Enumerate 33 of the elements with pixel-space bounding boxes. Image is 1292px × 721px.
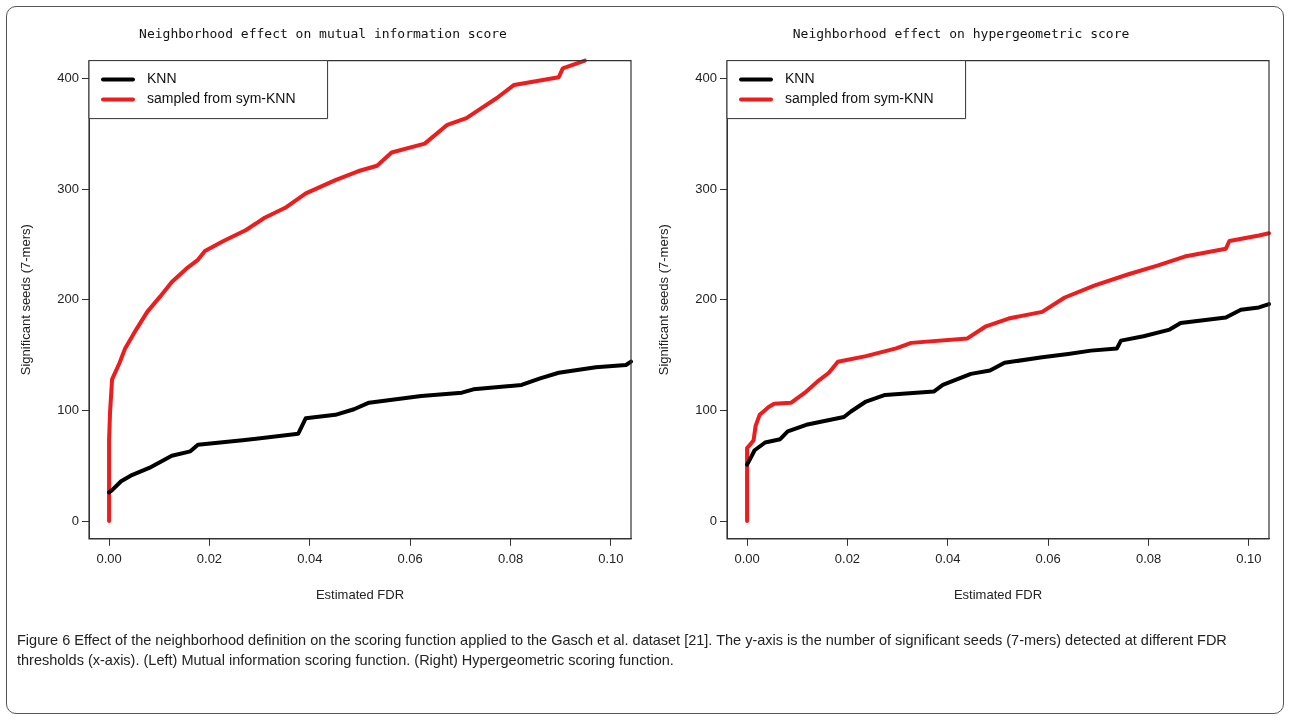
x-axis-title: Estimated FDR <box>953 586 1043 602</box>
y-tick-label: 100 <box>695 401 717 417</box>
x-tick-label: 0.10 <box>1236 551 1262 567</box>
x-axis-title: Estimated FDR <box>315 586 405 602</box>
y-tick-label: 0 <box>709 512 717 528</box>
y-tick-label: 100 <box>57 401 79 417</box>
x-tick-label: 0.00 <box>96 551 122 567</box>
legend-label: KNN <box>147 70 177 87</box>
caption: Figure 6 Effect of the neighborhood definition on the scoring function applied to the Gasch et al. dataset [21]. The y-axis is the number of significant seeds (7-mers) detected at different FDR thresholds (x-axis). (Left) Mutual information scoring function. (Right) Hypergeometric scoring function. <box>17 631 1228 670</box>
y-tick-label: 200 <box>57 291 79 307</box>
x-tick-label: 0.02 <box>196 551 223 567</box>
x-tick-label: 0.00 <box>734 551 760 567</box>
y-tick-label: 400 <box>57 69 79 85</box>
x-tick-label: 0.04 <box>297 551 323 567</box>
legend-label: sampled from sym-KNN <box>785 90 934 107</box>
legend-label: sampled from sym-KNN <box>147 90 296 107</box>
x-tick-label: 0.10 <box>598 551 624 567</box>
x-tick-label: 0.06 <box>397 551 423 567</box>
y-tick-label: 200 <box>695 291 717 307</box>
legend-label: KNN <box>785 70 815 87</box>
chart-title: Neighborhood effect on hypergeometric score <box>792 26 1130 42</box>
x-tick-label: 0.08 <box>497 551 524 567</box>
y-tick-label: 300 <box>57 180 79 196</box>
y-tick-label: 0 <box>71 512 79 528</box>
x-tick-label: 0.06 <box>1035 551 1061 567</box>
y-tick-label: 400 <box>695 69 717 85</box>
chart-title: Neighborhood effect on mutual information score <box>139 26 508 42</box>
y-axis-title: Significant seeds (7-mers) <box>656 224 672 376</box>
x-tick-label: 0.08 <box>1135 551 1162 567</box>
y-tick-label: 300 <box>695 180 717 196</box>
x-tick-label: 0.04 <box>935 551 961 567</box>
x-tick-label: 0.02 <box>834 551 861 567</box>
y-axis-title: Significant seeds (7-mers) <box>18 224 34 376</box>
